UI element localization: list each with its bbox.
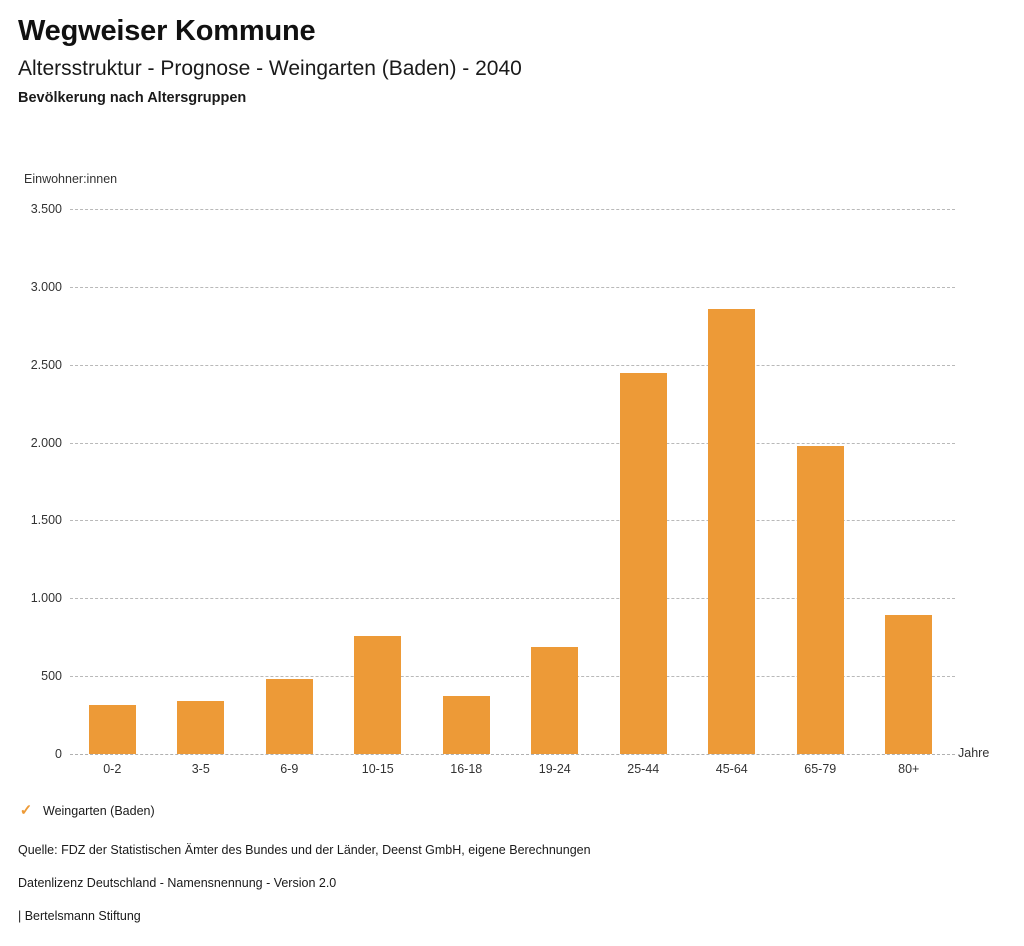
bar[interactable] — [354, 636, 402, 754]
chart-legend[interactable]: ✓ Weingarten (Baden) — [18, 803, 155, 818]
x-axis-tick-labels: 0-2 3-5 6-9 10-15 16-18 19-24 25-44 45-64 65-79 8… — [70, 762, 955, 784]
gridline — [70, 286, 955, 288]
y-axis-tick-label: 2.500 — [30, 357, 62, 372]
gridline — [70, 442, 955, 444]
y-axis-tick-label: 3.000 — [30, 279, 62, 294]
bar[interactable] — [531, 646, 579, 754]
plot-gridlines — [70, 209, 955, 755]
x-axis-tick-label: 65-79 — [804, 762, 837, 776]
y-axis-tick-label: 1.000 — [30, 591, 62, 606]
y-axis-tick-label: 3.500 — [30, 202, 62, 216]
bar-chart: Einwohner:innen Jahre 0 500 1.000 1.500 2.00… — [0, 172, 990, 784]
x-axis-tick-label: 80+ — [898, 762, 920, 776]
x-axis-tick-label: 16-18 — [450, 762, 483, 776]
y-axis-tick-label: 1.500 — [30, 513, 62, 528]
license-note: Datenlizenz Deutschland - Namensnennung … — [18, 876, 337, 890]
bar[interactable] — [708, 309, 756, 754]
y-axis-tick-label: 2.000 — [30, 435, 62, 450]
publisher-note: | Bertelsmann Stiftung — [18, 909, 141, 923]
bar-series — [70, 209, 955, 754]
y-axis-tick-label: 500 — [41, 669, 62, 684]
bar[interactable] — [177, 701, 225, 754]
x-axis-tick-label: 0-2 — [103, 762, 122, 776]
gridline — [70, 520, 955, 522]
gridline — [70, 676, 955, 678]
chart-footer: Quelle: FDZ der Statistischen Ämter des … — [18, 843, 998, 924]
page-title: Wegweiser Kommune — [18, 15, 316, 47]
y-axis-tick-labels: 0 500 1.000 1.500 2.000 2.500 3.000 3.500 — [0, 202, 62, 761]
axis-baseline — [70, 754, 955, 755]
x-axis-tick-label: 19-24 — [538, 762, 571, 776]
x-axis-tick-label: 10-15 — [361, 762, 394, 776]
bar[interactable] — [796, 446, 844, 754]
y-axis-tick-label: 0 — [55, 747, 62, 761]
y-axis-title: Einwohner:innen — [24, 172, 118, 186]
bar[interactable] — [885, 614, 933, 754]
bar[interactable] — [442, 696, 490, 754]
bar[interactable] — [88, 704, 136, 754]
chart-header: Wegweiser Kommune Altersstruktur - Progn… — [18, 15, 998, 106]
x-axis-title: Jahre — [958, 746, 990, 760]
x-axis-tick-label: 6-9 — [280, 762, 299, 776]
x-axis-tick-label: 25-44 — [627, 762, 660, 776]
check-icon: ✓ — [19, 802, 33, 819]
x-axis-tick-label: 3-5 — [191, 762, 210, 776]
gridline — [70, 364, 955, 366]
bar[interactable] — [265, 679, 313, 754]
bar[interactable] — [619, 373, 667, 754]
gridline — [70, 209, 955, 210]
gridline — [70, 598, 955, 600]
source-note: Quelle: FDZ der Statistischen Ämter des … — [18, 843, 591, 857]
chart-caption: Bevölkerung nach Altersgruppen — [18, 89, 247, 106]
x-axis-tick-label: 45-64 — [715, 762, 748, 776]
legend-item-label: Weingarten (Baden) — [43, 803, 155, 818]
chart-subtitle: Altersstruktur - Prognose - Weingarten (… — [18, 56, 522, 80]
